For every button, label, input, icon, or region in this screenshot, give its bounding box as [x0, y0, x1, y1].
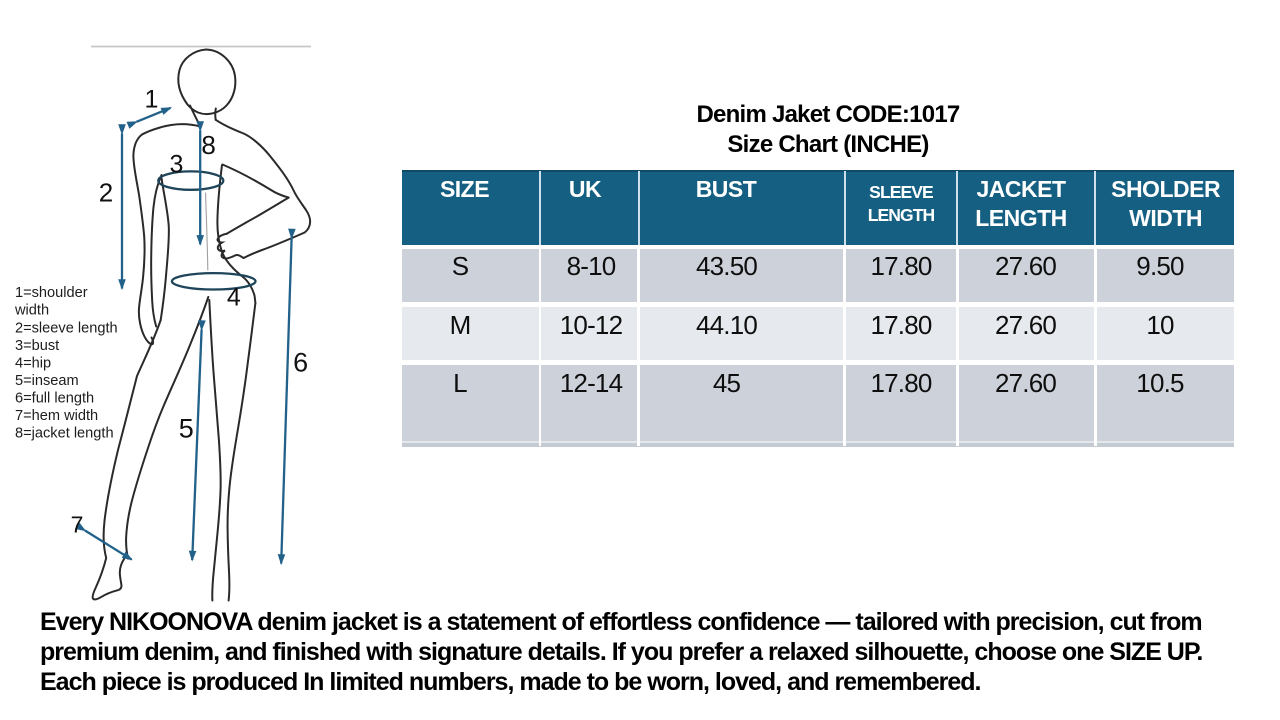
svg-text:width: width: [14, 303, 49, 319]
svg-text:8: 8: [201, 130, 215, 160]
svg-text:3=bust: 3=bust: [15, 338, 59, 354]
svg-text:2=sleeve length: 2=sleeve length: [15, 321, 118, 337]
svg-text:4: 4: [227, 284, 241, 312]
svg-text:2: 2: [99, 178, 113, 208]
svg-text:1: 1: [145, 86, 159, 114]
svg-text:6=full length: 6=full length: [15, 390, 94, 406]
svg-text:5=inseam: 5=inseam: [15, 373, 79, 389]
svg-text:7: 7: [71, 511, 84, 537]
svg-text:6: 6: [293, 348, 308, 378]
svg-text:4=hip: 4=hip: [15, 355, 51, 371]
svg-text:1=shoulder: 1=shoulder: [15, 285, 88, 301]
svg-text:3: 3: [170, 150, 184, 178]
svg-text:5: 5: [179, 414, 194, 444]
svg-text:7=hem width: 7=hem width: [15, 408, 98, 424]
svg-text:8=jacket length: 8=jacket length: [15, 425, 114, 441]
